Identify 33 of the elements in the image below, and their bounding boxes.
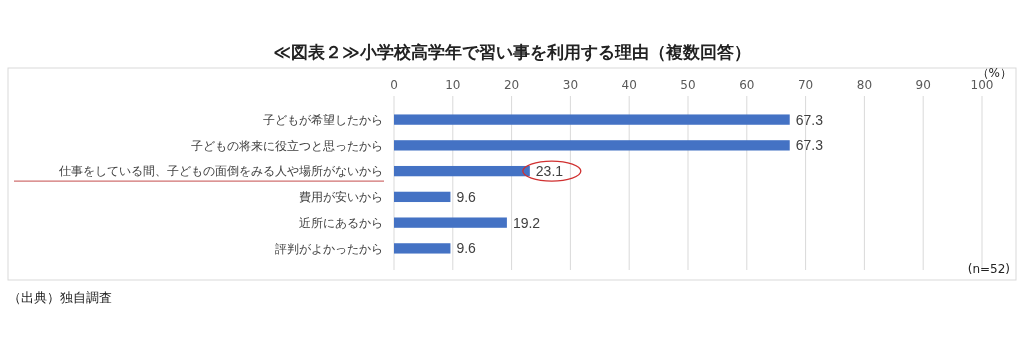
x-axis-title: （%） [976,66,1012,80]
x-tick-label: 80 [856,78,873,92]
bar [394,165,530,177]
x-tick-label: 10 [445,78,461,92]
data-label: 67.3 [795,137,824,154]
text: （出典）独自調査 [8,290,112,305]
y-tick-label: 子どもが希望したから [263,112,383,127]
bar [394,140,790,151]
y-tick-label: 子どもの将来に役立つと思ったから [191,138,383,153]
data-label: 19.2 [512,214,541,231]
data-label: 23.1 [535,163,564,180]
x-tick-label: 20 [503,78,520,92]
annotation: (n=52) [967,262,1010,276]
x-tick-label: 60 [739,78,755,92]
bar [394,243,451,254]
x-tick-label: 40 [621,78,637,92]
data-label: 9.6 [456,188,477,205]
bar [394,114,790,125]
x-tick-label: 100 [970,78,994,92]
x-tick-label: 30 [562,78,579,92]
bar [394,191,451,203]
x-tick-label: 70 [797,78,814,92]
y-tick-label: 費用が安いから [299,190,383,205]
data-label: 67.3 [795,111,824,128]
data-label: 9.6 [456,240,477,257]
chart-title: ≪図表２≫小学校高学年で習い事を利用する理由（複数回答） [273,42,751,62]
y-tick-label: 近所にあるから [299,215,383,230]
y-tick-label: 仕事をしている間、子どもの面倒をみる人や場所がないから [58,164,383,179]
x-tick-label: 0 [390,78,398,92]
x-tick-label: 50 [680,78,696,92]
x-tick-label: 90 [915,78,931,92]
bar [394,217,507,228]
y-tick-label: 評判がよかったから [275,241,383,256]
